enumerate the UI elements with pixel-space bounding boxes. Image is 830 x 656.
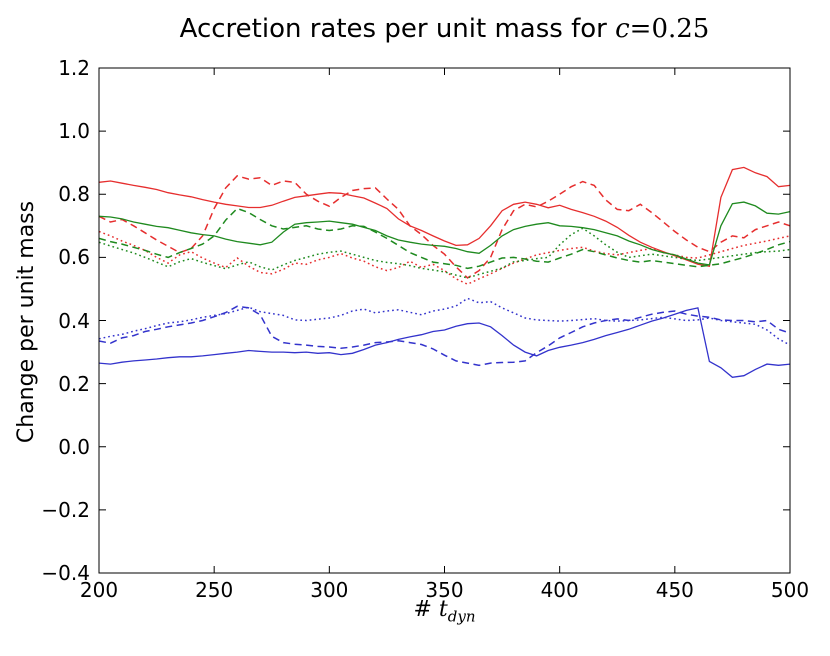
- x-tick-label: 400: [540, 578, 579, 602]
- x-tick-label: 450: [655, 578, 694, 602]
- chart-title: Accretion rates per unit mass for c=0.25: [99, 14, 790, 44]
- series-red-solid-line: [98, 166, 791, 267]
- y-tick-label: 0.6: [58, 245, 90, 270]
- y-tick-label: 1.0: [58, 119, 90, 144]
- y-tick-label: 1.2: [58, 56, 90, 80]
- y-tick-label: −0.2: [41, 497, 90, 522]
- x-axis-label: # tdyn: [99, 597, 790, 625]
- y-tick-label: −0.4: [41, 561, 90, 585]
- x-tick-label: 250: [195, 578, 234, 602]
- series-green-solid-line: [98, 201, 791, 266]
- chart-title-math-value: =0.25: [629, 14, 710, 44]
- y-tick-label: 0.4: [58, 308, 90, 333]
- series-blue-dashed-line: [98, 305, 791, 367]
- series-red-dotted-line: [98, 230, 791, 286]
- chart-title-text: Accretion rates per unit mass for: [179, 14, 616, 44]
- x-axis-label-sub: dyn: [447, 607, 476, 626]
- x-tick-label: 500: [770, 578, 810, 602]
- tick-marks: [98, 67, 791, 574]
- y-tick-label: 0.0: [58, 434, 90, 459]
- series-blue-dotted-line: [98, 297, 791, 346]
- series-lines: [98, 166, 791, 378]
- chart-title-math-var: c: [615, 14, 630, 44]
- y-tick-label: 0.2: [58, 371, 90, 396]
- x-tick-label: 300: [310, 578, 349, 602]
- x-tick-label: 350: [425, 578, 464, 602]
- series-blue-solid-line: [98, 307, 791, 378]
- series-red-dashed-line: [98, 175, 791, 279]
- x-axis-label-var: t: [438, 597, 448, 622]
- y-tick-label: 0.8: [58, 182, 90, 207]
- x-axis-label-prefix: #: [413, 597, 439, 622]
- x-tick-label: 200: [79, 578, 119, 602]
- series-green-dashed-line: [98, 207, 791, 270]
